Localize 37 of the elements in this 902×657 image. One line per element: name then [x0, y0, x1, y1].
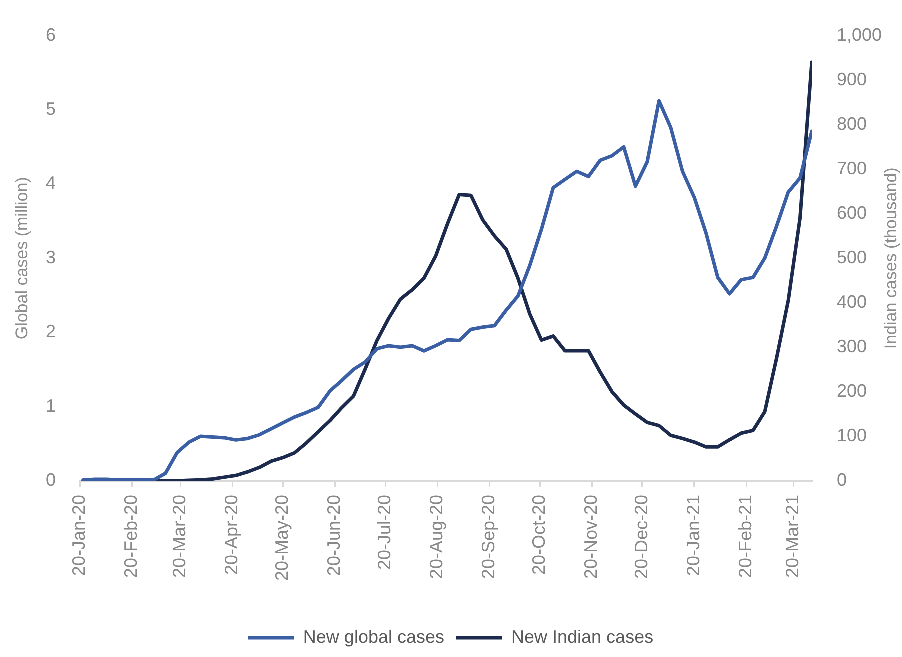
- y2-tick-label: 600: [837, 202, 868, 223]
- y2-tick-label: 0: [837, 470, 848, 490]
- x-tick-label: 20-Mar-21: [782, 495, 802, 578]
- x-tick-label: 20-Dec-20: [631, 495, 652, 580]
- x-tick-label: 20-Oct-20: [528, 495, 549, 576]
- y-tick-label: 1: [46, 396, 56, 416]
- x-tick-label: 20-May-20: [272, 495, 292, 582]
- y2-tick-label: 100: [837, 425, 868, 446]
- x-tick-label: 20-Jan-21: [683, 495, 704, 576]
- x-tick-label: 20-Feb-21: [735, 495, 756, 578]
- y2-tick-label: 200: [837, 380, 868, 401]
- y-axis-title: Global cases (million): [12, 177, 32, 340]
- x-tick-label: 20-Feb-20: [121, 495, 142, 578]
- x-tick-label: 20-Aug-20: [426, 495, 447, 580]
- x-tick-label: 20-Sep-20: [478, 495, 499, 580]
- legend-label: New global cases: [303, 626, 445, 647]
- y2-tick-label: 400: [837, 292, 868, 312]
- y-tick-label: 2: [46, 322, 56, 342]
- x-tick-label: 20-Nov-20: [581, 495, 602, 580]
- y2-tick-label: 1,000: [837, 24, 882, 45]
- y-tick-label: 0: [46, 470, 56, 490]
- x-tick-label: 20-Jul-20: [374, 495, 395, 570]
- y2-axis-title: Indian cases (thousand): [882, 168, 901, 350]
- y2-tick-label: 500: [837, 247, 868, 268]
- x-tick-label: 20-Mar-20: [170, 495, 190, 578]
- x-tick-label: 20-Apr-20: [222, 495, 242, 576]
- legend-label: New Indian cases: [512, 626, 654, 647]
- y-tick-label: 4: [46, 173, 56, 194]
- y-tick-label: 3: [46, 247, 56, 268]
- y2-tick-label: 300: [837, 336, 868, 356]
- y-tick-label: 5: [46, 98, 56, 119]
- y-tick-label: 6: [46, 24, 56, 45]
- x-tick-label: 20-Jun-20: [324, 495, 344, 576]
- y2-tick-label: 700: [837, 158, 868, 178]
- y2-tick-label: 800: [837, 114, 868, 134]
- y2-tick-label: 900: [837, 69, 868, 90]
- x-tick-label: 20-Jan-20: [68, 495, 89, 576]
